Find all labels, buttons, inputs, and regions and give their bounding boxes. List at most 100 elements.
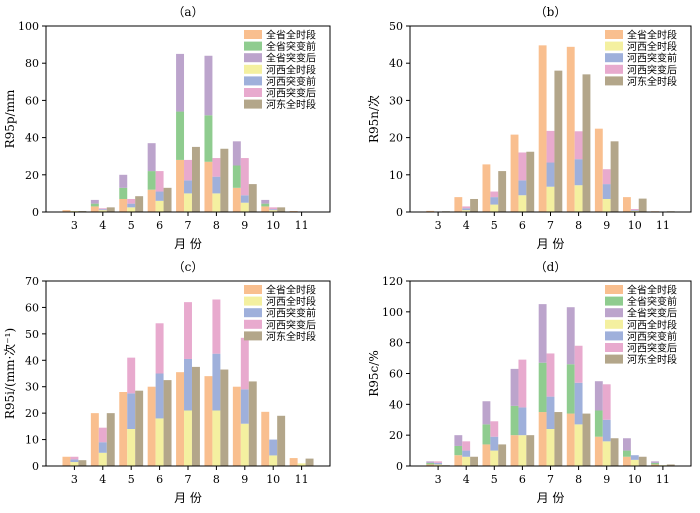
y-tick-label: 30 [389, 94, 403, 107]
legend-swatch [605, 297, 623, 306]
y-tick-label: 0 [396, 206, 403, 219]
bar [518, 152, 526, 180]
x-tick-label: 5 [491, 219, 498, 232]
y-tick-label: 40 [25, 132, 39, 145]
bar [99, 209, 107, 210]
bar [99, 442, 107, 453]
legend-label: 河西突变前 [266, 75, 316, 88]
legend-label: 河西全时段 [627, 318, 677, 331]
x-axis-label: 月 份 [174, 237, 202, 251]
bar [595, 129, 603, 212]
bar [212, 158, 220, 177]
bar [498, 444, 506, 466]
bar [482, 424, 490, 444]
bar [567, 364, 575, 413]
x-tick-label: 4 [463, 473, 470, 486]
bar [148, 387, 156, 466]
bar [490, 421, 498, 436]
bar [567, 47, 575, 212]
bar [204, 115, 212, 162]
bar [511, 369, 519, 406]
y-tick-label: 40 [389, 57, 403, 70]
bar [107, 413, 115, 466]
x-tick-label: 9 [241, 219, 248, 232]
x-tick-label: 8 [575, 473, 582, 486]
bar [156, 201, 164, 212]
bar [426, 461, 434, 463]
legend-swatch [605, 76, 623, 85]
bar [204, 56, 212, 116]
y-tick-label: 30 [25, 381, 39, 394]
bar [595, 411, 603, 437]
x-tick-label: 7 [185, 219, 192, 232]
y-tick-label: 40 [389, 398, 403, 411]
bar [631, 209, 639, 210]
legend-label: 河东全时段 [627, 75, 677, 88]
bar [277, 416, 285, 466]
legend-label: 河西全时段 [266, 295, 316, 308]
bar [511, 406, 519, 435]
bar [547, 353, 555, 396]
x-tick-label: 6 [156, 219, 163, 232]
bar [184, 193, 192, 212]
y-tick-label: 60 [25, 94, 39, 107]
legend-swatch [605, 53, 623, 62]
x-tick-label: 9 [603, 473, 610, 486]
y-tick-label: 120 [382, 275, 403, 288]
bar [233, 188, 241, 212]
bar [290, 458, 298, 466]
bar [526, 152, 534, 212]
bar [164, 188, 172, 212]
bar [470, 199, 478, 212]
bar [164, 380, 172, 466]
legend-label: 全省突变后 [266, 52, 316, 65]
legend-label: 全省全时段 [627, 29, 677, 42]
legend-label: 全省全时段 [266, 284, 316, 297]
y-tick-label: 10 [25, 434, 39, 447]
bar [462, 441, 470, 450]
bar [70, 457, 78, 460]
legend-label: 河东全时段 [266, 330, 316, 343]
x-axis-label: 月 份 [174, 491, 202, 505]
legend-label: 河西突变前 [266, 307, 316, 320]
bar [470, 457, 478, 466]
bar [575, 185, 583, 212]
legend-label: 全省突变前 [266, 40, 316, 53]
bar [567, 414, 575, 466]
bar [269, 455, 277, 466]
bar [176, 372, 184, 466]
bar [426, 463, 434, 465]
bar [554, 71, 562, 212]
bar [511, 135, 519, 212]
bar [454, 455, 462, 466]
bar [603, 169, 611, 184]
bar [176, 112, 184, 160]
bar [241, 389, 249, 423]
legend-label: 河西突变后 [266, 318, 316, 331]
y-tick-label: 40 [25, 354, 39, 367]
bar [119, 199, 127, 212]
bar [539, 45, 547, 212]
x-tick-label: 7 [547, 473, 554, 486]
bar [91, 200, 99, 204]
bar [306, 459, 314, 466]
bar [611, 438, 619, 466]
bar [462, 451, 470, 457]
x-tick-label: 10 [628, 473, 642, 486]
legend-swatch [605, 343, 623, 352]
bar [454, 446, 462, 455]
bar [70, 462, 78, 466]
bar [91, 204, 99, 207]
bar [434, 463, 442, 465]
bar [78, 460, 86, 466]
bar [156, 171, 164, 191]
legend-label: 全省全时段 [266, 29, 316, 42]
bar [511, 435, 519, 466]
x-tick-label: 7 [547, 219, 554, 232]
bar [482, 164, 490, 212]
bar [462, 206, 470, 208]
bar [583, 74, 591, 212]
bar [220, 149, 228, 212]
